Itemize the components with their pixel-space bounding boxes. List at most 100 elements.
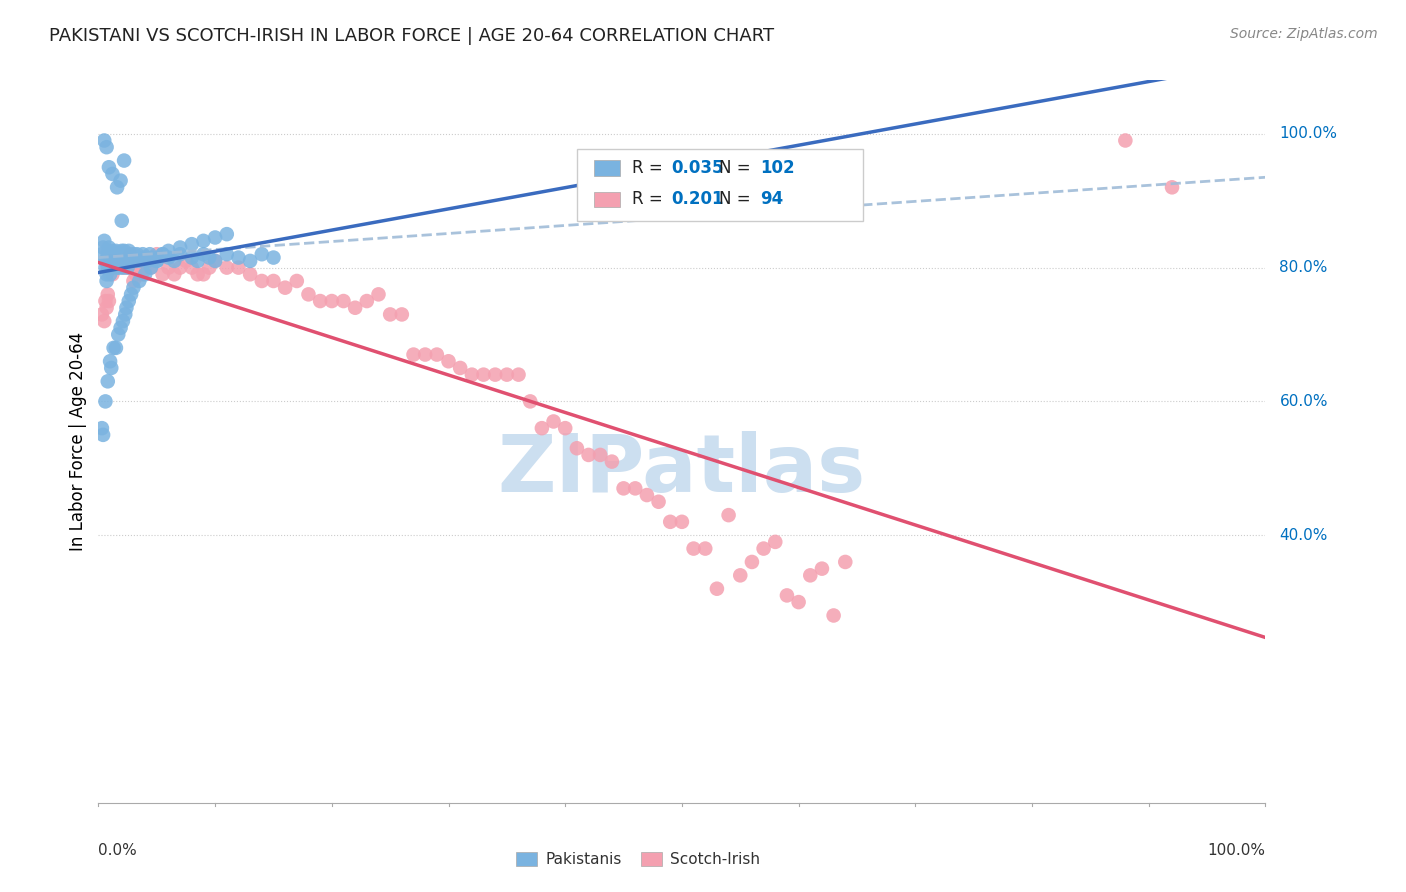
Point (111, 314, 134, 328)
Text: 0.201: 0.201 (672, 191, 724, 209)
Point (204, 230, 226, 244)
Point (484, 368, 506, 382)
Point (110, 321, 132, 335)
Point (543, 414, 565, 429)
Point (146, 254, 169, 268)
Point (834, 555, 856, 569)
Point (613, 482, 636, 496)
Point (108, 247, 131, 261)
Point (104, 260, 127, 275)
Point (132, 247, 155, 261)
Point (128, 274, 150, 288)
Point (90, 307, 112, 322)
Point (112, 251, 135, 265)
Point (717, 508, 740, 523)
Point (107, 254, 129, 268)
Text: 100.0%: 100.0% (1279, 127, 1337, 141)
Point (94, 254, 117, 268)
Text: 100.0%: 100.0% (1208, 843, 1265, 857)
Point (163, 254, 186, 268)
Point (180, 251, 202, 265)
Point (589, 448, 612, 462)
Point (391, 307, 413, 322)
Point (228, 251, 250, 265)
Point (125, 254, 148, 268)
Point (90, 421, 112, 435)
Point (97, 260, 120, 275)
Point (111, 214, 134, 228)
Point (152, 247, 174, 261)
Point (519, 394, 541, 409)
Point (136, 254, 159, 268)
Point (125, 247, 148, 261)
Point (108, 254, 131, 268)
Point (695, 541, 717, 556)
Point (107, 327, 129, 342)
Point (112, 260, 135, 275)
Point (115, 301, 138, 315)
Point (131, 268, 153, 282)
Point (98, 254, 121, 268)
Point (128, 254, 150, 268)
Point (530, 421, 553, 435)
Point (187, 268, 209, 282)
Point (111, 254, 134, 268)
Point (98, 247, 121, 261)
Point (117, 251, 139, 265)
Text: R =: R = (631, 191, 668, 209)
Point (112, 153, 135, 168)
Text: Pakistanis: Pakistanis (546, 852, 621, 867)
Point (413, 348, 436, 362)
Point (105, 260, 128, 275)
Point (118, 244, 141, 258)
Text: 0.035: 0.035 (672, 160, 724, 178)
Point (297, 287, 319, 301)
Point (117, 260, 139, 275)
Point (111, 247, 134, 261)
Point (449, 361, 471, 376)
Point (554, 421, 576, 435)
Point (104, 254, 127, 268)
Point (97, 254, 120, 268)
Point (94, 260, 117, 275)
Point (136, 254, 159, 268)
Point (110, 251, 132, 265)
Point (101, 244, 124, 258)
Point (752, 541, 775, 556)
Point (1161, 180, 1184, 194)
Point (228, 260, 250, 275)
Point (100, 251, 122, 265)
Point (146, 247, 169, 261)
Text: Source: ZipAtlas.com: Source: ZipAtlas.com (1230, 27, 1378, 41)
Point (125, 268, 148, 282)
Point (143, 254, 166, 268)
Point (262, 251, 284, 265)
Point (180, 260, 202, 275)
Point (274, 281, 297, 295)
Point (112, 244, 135, 258)
Text: 60.0%: 60.0% (1279, 394, 1327, 409)
Point (146, 254, 169, 268)
Point (118, 294, 141, 309)
Point (104, 251, 127, 265)
Point (198, 251, 221, 265)
Text: 80.0%: 80.0% (1279, 260, 1327, 275)
Point (215, 247, 238, 261)
Text: R =: R = (631, 160, 668, 178)
Point (163, 268, 186, 282)
Point (141, 251, 163, 265)
Point (321, 294, 343, 309)
Point (97, 241, 120, 255)
Point (344, 301, 367, 315)
Point (100, 361, 122, 376)
Point (105, 180, 128, 194)
Point (111, 244, 134, 258)
Point (169, 241, 191, 255)
Point (127, 251, 149, 265)
Point (239, 268, 262, 282)
Text: 102: 102 (761, 160, 794, 178)
Point (103, 257, 125, 271)
Point (139, 260, 162, 275)
Y-axis label: In Labor Force | Age 20-64: In Labor Force | Age 20-64 (69, 332, 87, 551)
Point (122, 281, 145, 295)
